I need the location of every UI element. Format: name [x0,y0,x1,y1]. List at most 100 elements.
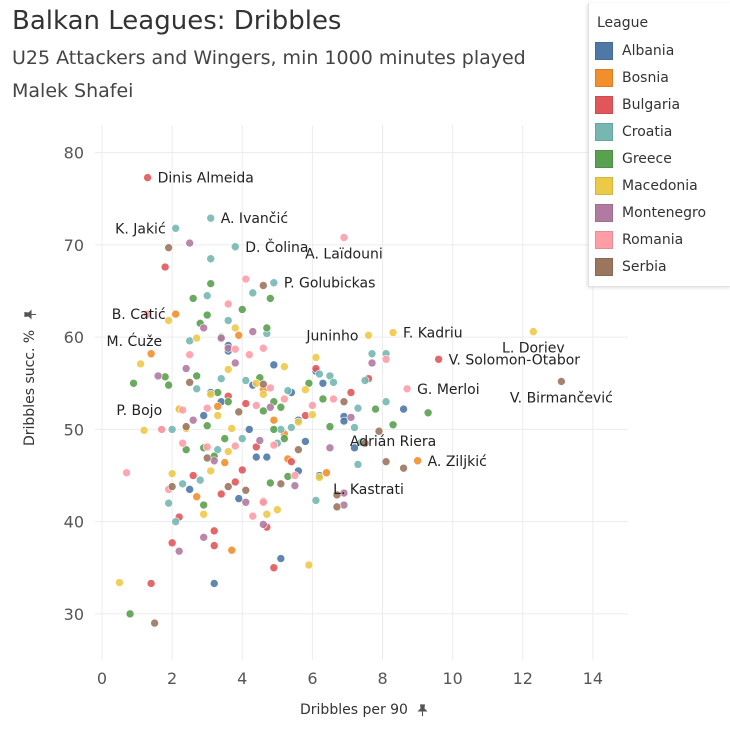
legend-item[interactable]: Romania [589,226,730,253]
data-point-macedonia[interactable] [259,390,268,399]
data-point-croatia[interactable] [241,376,251,385]
data-point-montenegro[interactable] [266,402,275,412]
data-point-serbia[interactable] [181,422,191,431]
data-point-macedonia[interactable] [164,316,173,325]
data-point-albania[interactable] [339,416,349,426]
data-point-serbia[interactable] [150,618,159,628]
data-point-romania[interactable] [266,383,275,393]
data-point-croatia[interactable] [353,403,363,413]
data-point-montenegro[interactable] [188,415,198,425]
data-point-greece[interactable] [423,408,433,418]
data-point-greece[interactable] [202,310,212,320]
data-point-serbia[interactable] [332,490,342,500]
data-point-croatia[interactable] [178,479,187,489]
data-point-romania[interactable] [329,394,338,404]
data-point-macedonia[interactable] [213,411,223,420]
data-point-romania[interactable] [202,403,212,413]
data-point-croatia[interactable] [195,475,205,485]
data-point-croatia[interactable] [171,224,180,233]
data-point-bulgaria[interactable] [160,262,170,272]
legend-item[interactable]: Serbia [589,253,730,280]
data-point-greece[interactable] [213,388,223,397]
data-point-montenegro[interactable] [346,413,356,422]
data-point-bosnia[interactable] [192,492,201,502]
data-point-bosnia[interactable] [146,349,156,359]
data-point-montenegro[interactable] [255,436,265,445]
data-point-greece[interactable] [266,294,275,303]
data-point-serbia[interactable] [332,502,342,512]
data-point-bulgaria[interactable] [209,526,219,536]
data-point-macedonia[interactable] [206,466,216,476]
data-point-croatia[interactable] [269,278,279,288]
data-point-albania[interactable] [209,579,219,588]
data-point-montenegro[interactable] [174,546,184,556]
data-point-serbia[interactable] [294,445,303,454]
data-point-albania[interactable] [350,443,359,453]
data-point-serbia[interactable] [360,438,370,448]
data-point-montenegro[interactable] [216,333,226,343]
data-point-albania[interactable] [318,378,328,388]
data-point-macedonia[interactable] [294,417,303,427]
data-point-greece[interactable] [206,279,216,288]
data-point-macedonia[interactable] [252,378,261,388]
data-point-greece[interactable] [325,422,335,431]
data-point-montenegro[interactable] [241,497,251,507]
data-point-croatia[interactable] [329,378,338,387]
data-point-serbia[interactable] [241,485,251,495]
data-point-croatia[interactable] [311,496,321,505]
data-point-montenegro[interactable] [199,533,209,542]
data-point-serbia[interactable] [259,379,268,389]
data-point-montenegro[interactable] [339,500,349,510]
data-point-albania[interactable] [399,404,408,414]
data-point-romania[interactable] [241,274,251,284]
data-point-greece[interactable] [266,478,275,488]
data-point-bosnia[interactable] [227,545,237,555]
data-point-macedonia[interactable] [262,509,272,519]
data-point-macedonia[interactable] [230,323,240,333]
data-point-bulgaria[interactable] [346,388,356,397]
data-point-romania[interactable] [280,394,289,404]
data-point-serbia[interactable] [276,479,286,489]
data-point-croatia[interactable] [283,386,293,395]
data-point-bosnia[interactable] [220,458,230,467]
data-point-bosnia[interactable] [234,331,244,340]
legend-item[interactable]: Bulgaria [589,91,730,118]
data-point-macedonia[interactable] [388,328,398,337]
data-point-bulgaria[interactable] [269,563,279,573]
data-point-greece[interactable] [259,406,268,416]
data-point-bulgaria[interactable] [230,477,240,487]
data-point-greece[interactable] [129,378,138,388]
data-point-croatia[interactable] [202,291,212,300]
data-point-bulgaria[interactable] [216,489,226,499]
data-point-romania[interactable] [202,442,212,452]
pin-icon[interactable] [23,308,37,321]
data-point-montenegro[interactable] [199,323,209,333]
data-point-croatia[interactable] [216,374,226,383]
data-point-albania[interactable] [234,494,244,503]
data-point-macedonia[interactable] [223,365,233,374]
data-point-albania[interactable] [301,437,310,446]
data-point-romania[interactable] [259,343,268,353]
data-point-montenegro[interactable] [185,238,194,248]
data-point-romania[interactable] [269,440,279,450]
data-point-romania[interactable] [223,299,233,309]
data-point-romania[interactable] [143,309,152,319]
data-point-bulgaria[interactable] [241,399,251,408]
data-point-romania[interactable] [259,497,268,507]
data-point-macedonia[interactable] [206,390,216,399]
data-point-croatia[interactable] [167,425,177,434]
data-point-croatia[interactable] [192,384,201,394]
data-point-romania[interactable] [381,354,391,364]
data-point-romania[interactable] [178,438,187,448]
data-point-croatia[interactable] [171,517,180,526]
data-point-albania[interactable] [276,554,286,563]
data-point-romania[interactable] [157,425,166,434]
data-point-macedonia[interactable] [273,505,282,514]
data-point-greece[interactable] [188,294,198,303]
data-point-croatia[interactable] [350,423,359,432]
data-point-macedonia[interactable] [136,359,145,369]
data-point-macedonia[interactable] [308,410,317,419]
data-point-macedonia[interactable] [315,473,324,482]
data-point-macedonia[interactable] [304,560,314,570]
data-point-greece[interactable] [164,380,173,390]
